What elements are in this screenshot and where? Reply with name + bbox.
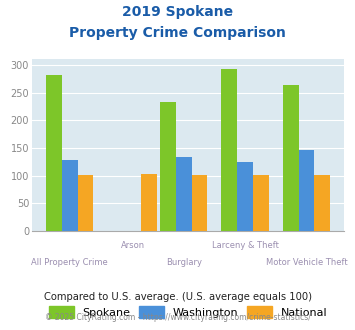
Bar (62, 160, 78, 231)
Bar (253, 175, 269, 231)
Text: All Property Crime: All Property Crime (32, 258, 108, 267)
Text: © 2025 CityRating.com - https://www.cityrating.com/crime-statistics/: © 2025 CityRating.com - https://www.city… (45, 313, 310, 322)
Text: Larceny & Theft: Larceny & Theft (212, 241, 279, 250)
Text: Property Crime Comparison: Property Crime Comparison (69, 26, 286, 40)
Bar (237, 162, 253, 231)
Text: 2019 Spokane: 2019 Spokane (122, 5, 233, 19)
Text: Motor Vehicle Theft: Motor Vehicle Theft (266, 258, 347, 267)
Legend: Spokane, Washington, National: Spokane, Washington, National (45, 302, 332, 322)
Bar (160, 102, 176, 231)
Bar (315, 175, 330, 231)
Bar (46, 76, 62, 231)
Text: Burglary: Burglary (166, 258, 202, 267)
Bar (222, 69, 237, 231)
Bar (283, 85, 299, 231)
Bar (192, 175, 207, 231)
Bar (78, 175, 93, 231)
Text: Arson: Arson (121, 241, 145, 250)
Text: Compared to U.S. average. (U.S. average equals 100): Compared to U.S. average. (U.S. average … (44, 292, 311, 302)
Bar (141, 174, 157, 231)
Bar (176, 157, 192, 231)
Bar (299, 149, 315, 231)
